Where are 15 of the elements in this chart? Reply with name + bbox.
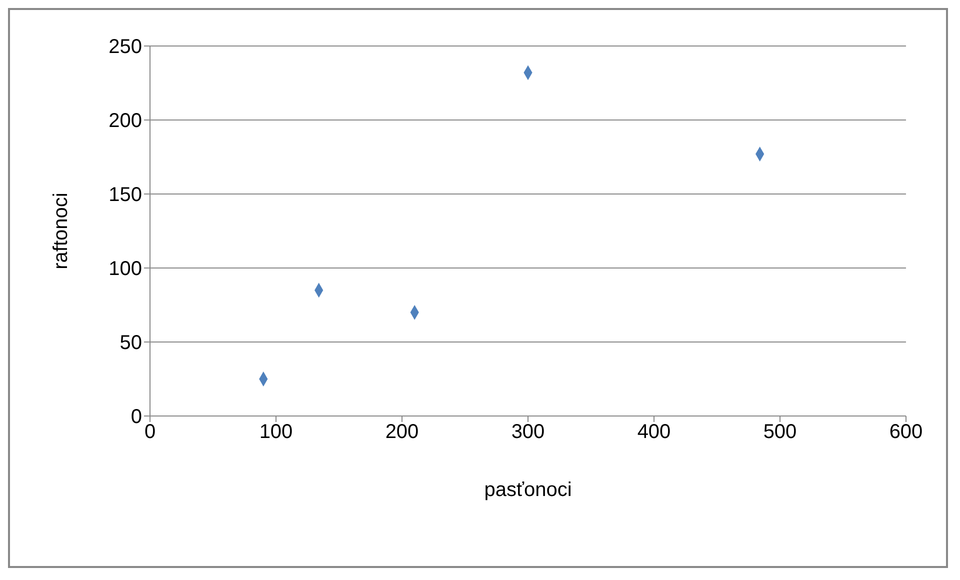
x-tick-label: 200 [385, 421, 419, 444]
y-tick-label: 250 [108, 36, 142, 58]
y-tick-label: 150 [108, 184, 142, 206]
x-axis-title: pasťonoci [484, 479, 572, 501]
x-tick-label: 300 [511, 421, 545, 444]
x-tick-label: 500 [763, 421, 797, 444]
y-axis-title: raftonoci [50, 192, 72, 270]
x-tick-label: 400 [637, 421, 671, 444]
y-tick-label: 50 [120, 332, 142, 354]
y-tick-label: 200 [108, 110, 142, 132]
y-tick-label: 100 [108, 258, 142, 280]
x-tick-label: 100 [259, 421, 293, 444]
y-tick-label: 0 [130, 406, 142, 428]
x-tick-label: 0 [144, 421, 156, 444]
x-tick-label: 600 [889, 421, 923, 444]
